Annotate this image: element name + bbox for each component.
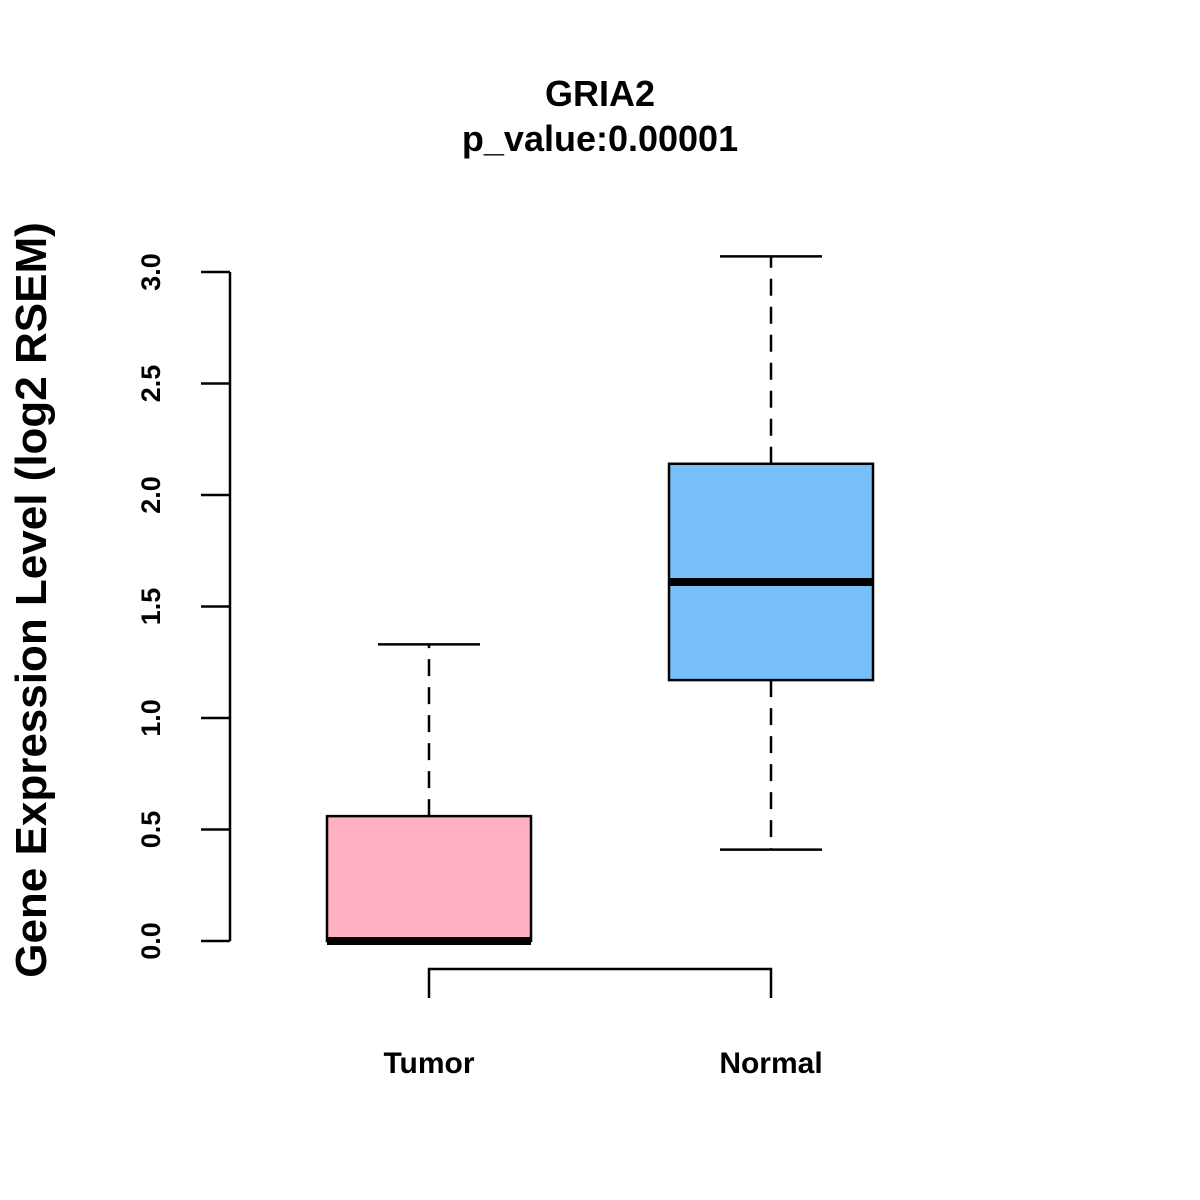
category-labels: Tumor Normal	[383, 1047, 822, 1080]
boxes-layer	[325, 255, 875, 945]
y-tick-label: 3.0	[136, 253, 166, 291]
box-normal	[667, 255, 875, 851]
chart-title: GRIA2	[545, 73, 655, 114]
y-tick-label: 2.0	[136, 476, 166, 514]
bracket-line	[427, 967, 773, 998]
comparison-bracket	[427, 967, 773, 998]
chart-subtitle: p_value:0.00001	[462, 118, 738, 159]
category-label-normal: Normal	[719, 1047, 822, 1080]
y-tick-label: 2.5	[136, 365, 166, 403]
box-body	[667, 462, 875, 682]
box-body	[325, 814, 533, 943]
y-tick-label: 1.5	[136, 588, 166, 626]
y-tick-label: 0.5	[136, 811, 166, 849]
y-axis: 0.0 0.5 1.0 1.5 2.0 2.5 3.0	[136, 253, 232, 960]
category-label-tumor: Tumor	[383, 1047, 474, 1080]
box-tumor	[325, 643, 533, 945]
y-tick-label: 0.0	[136, 922, 166, 960]
y-tick-label: 1.0	[136, 699, 166, 737]
y-axis-label: Gene Expression Level (log2 RSEM)	[7, 222, 56, 978]
